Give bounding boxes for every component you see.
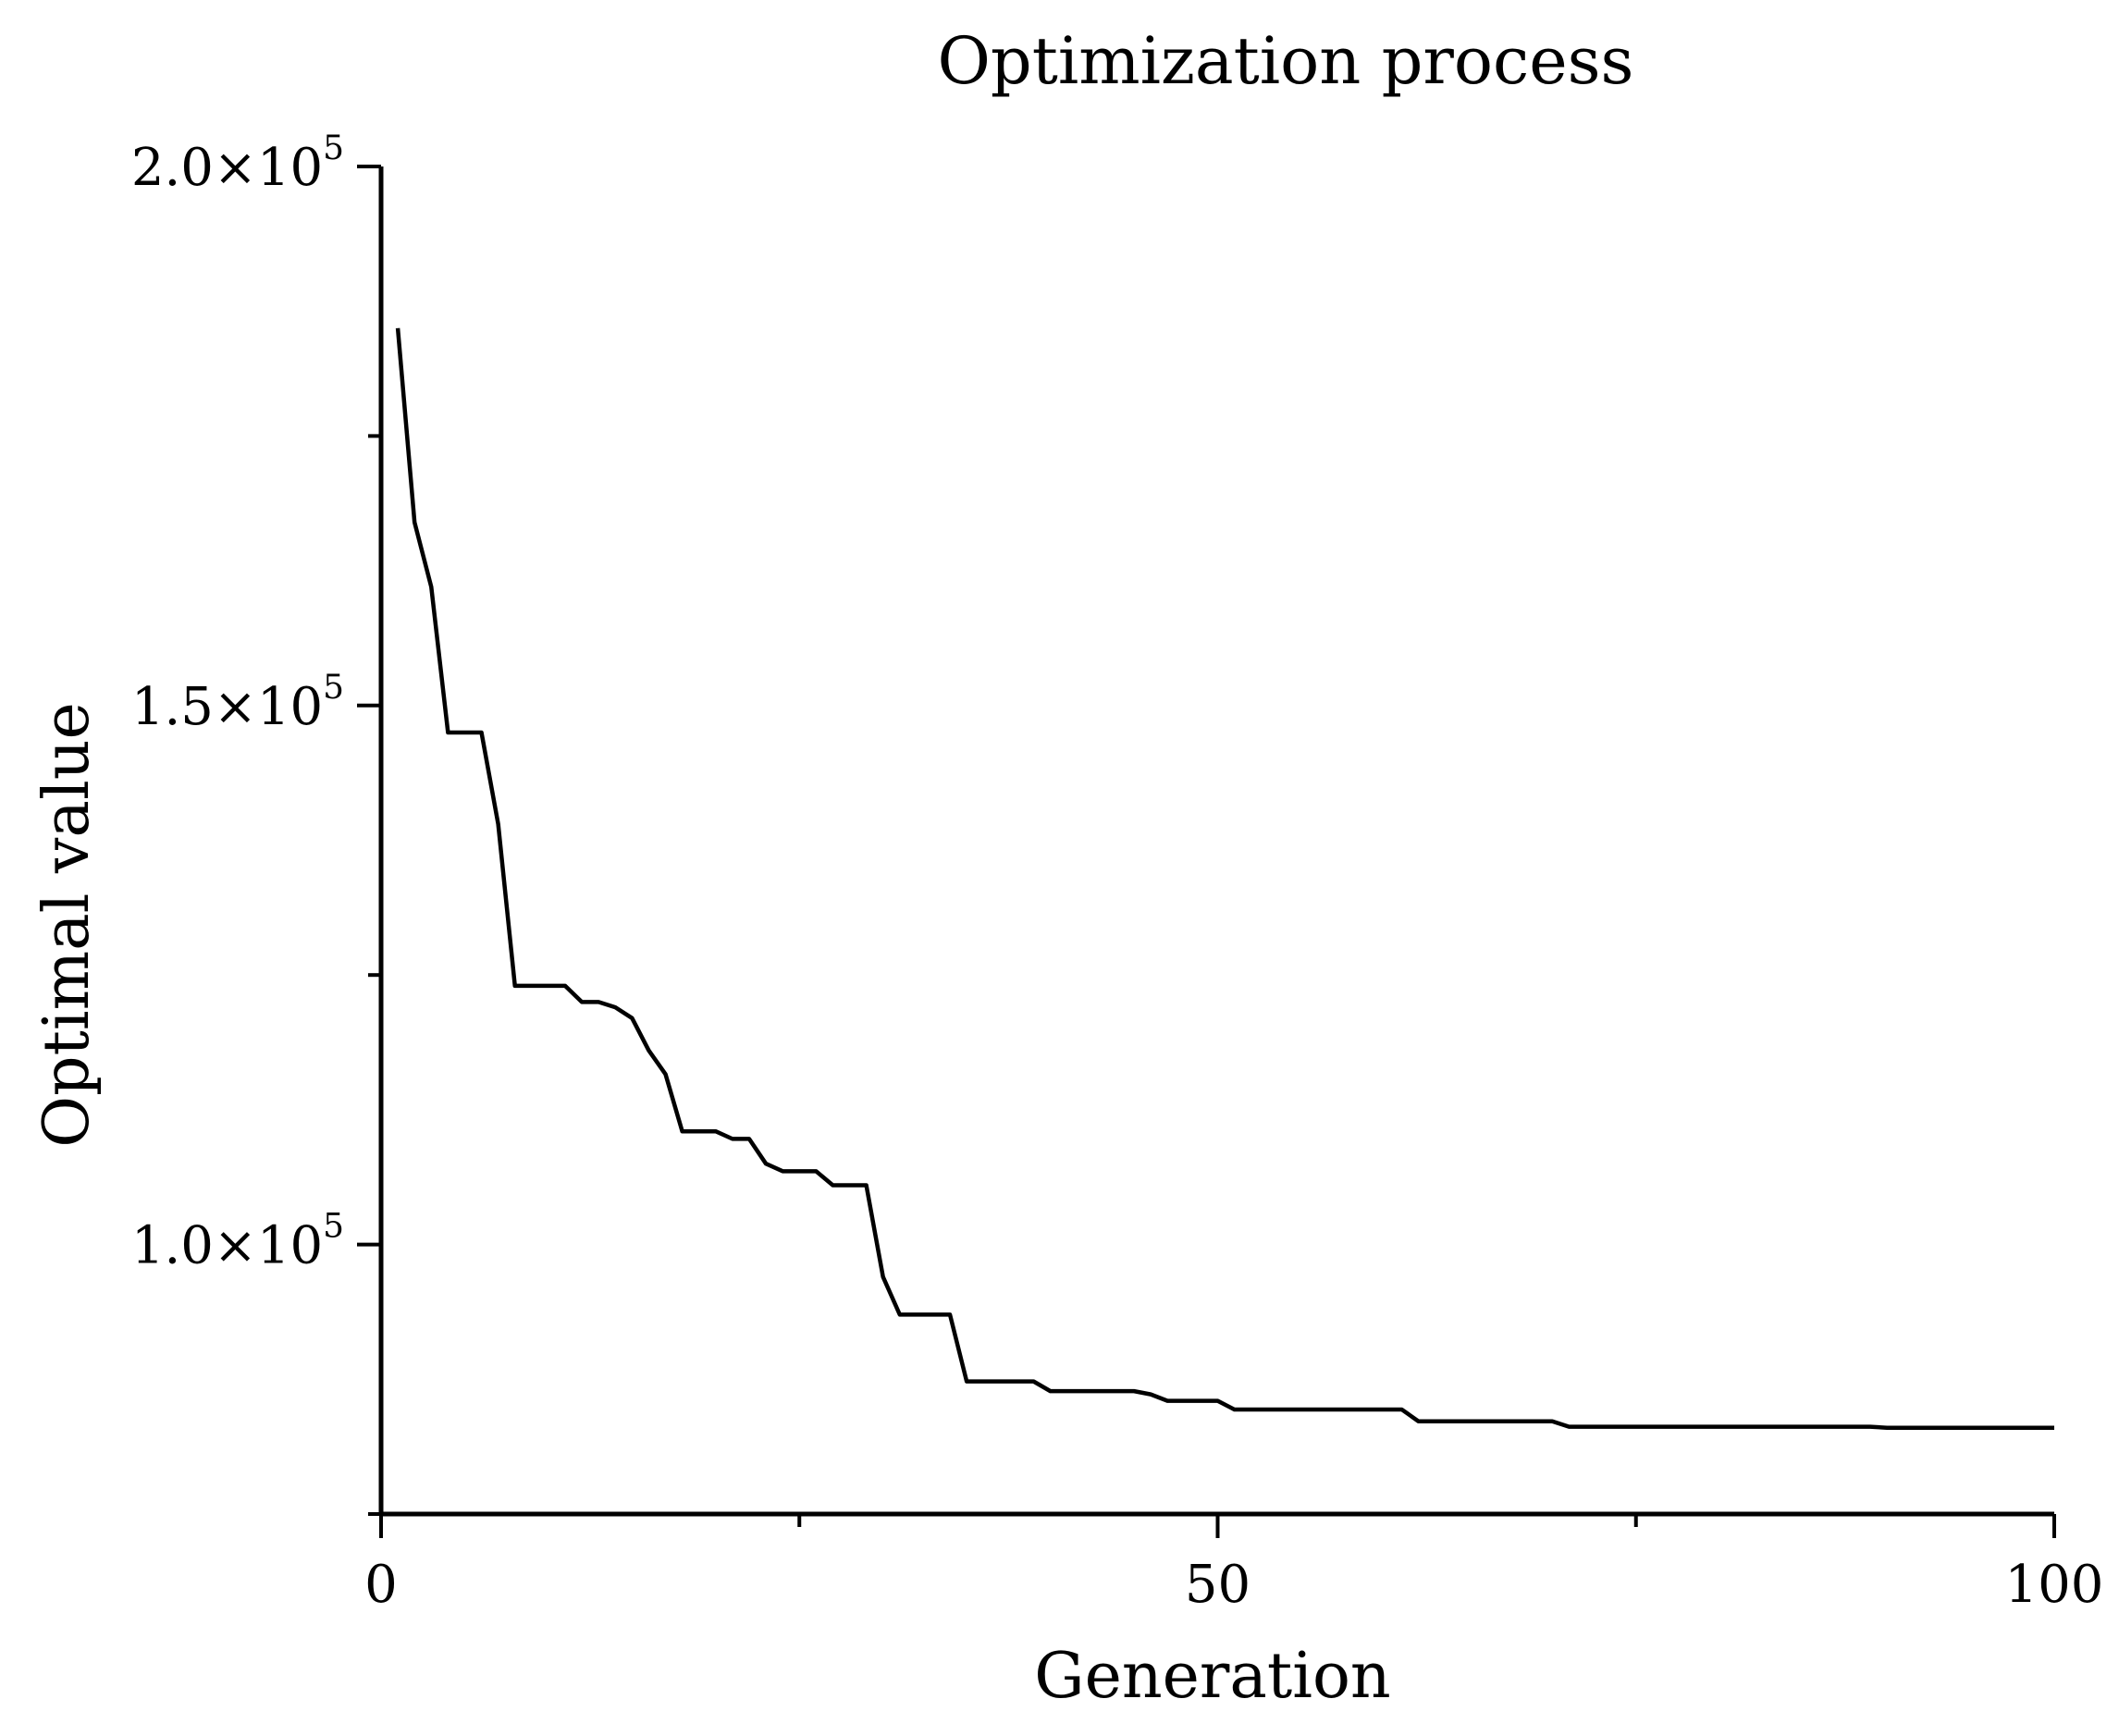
- y-tick-label: 2.0×105: [131, 129, 344, 198]
- axis-tick-labels: 0 50 100 1.0×105 1.5×105 2.0×105: [131, 129, 2104, 1615]
- chart-title: Optimization process: [938, 23, 1634, 99]
- x-tick-label: 100: [2005, 1555, 2104, 1615]
- x-tick-label: 50: [1185, 1555, 1250, 1615]
- x-tick-label: 0: [364, 1555, 398, 1615]
- axis-ticks: [357, 165, 2056, 1538]
- y-tick-label: 1.0×105: [131, 1208, 344, 1276]
- y-tick-label: 1.5×105: [131, 669, 344, 737]
- series-line: [395, 327, 2054, 1430]
- y-axis-label: Optimal value: [31, 702, 104, 1147]
- x-axis-label: Generation: [1034, 1640, 1390, 1713]
